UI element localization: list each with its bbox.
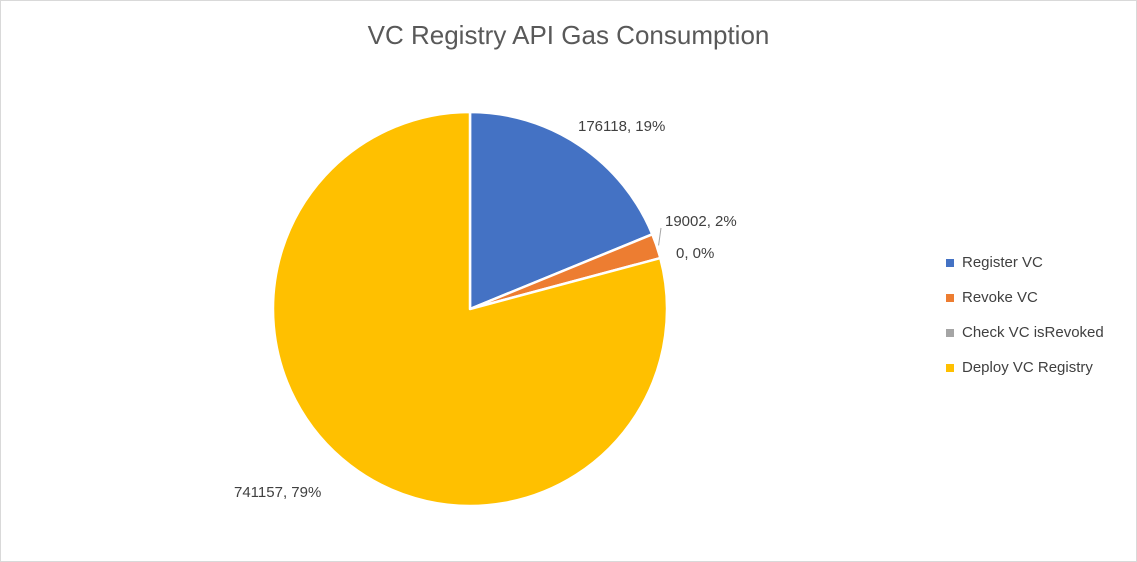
data-label-check-vc-isrevoked: 0, 0% bbox=[676, 245, 714, 262]
leader-line-revoke-vc bbox=[658, 227, 662, 246]
legend-swatch bbox=[946, 328, 954, 337]
pie-slice-deploy-vc-registry bbox=[271, 110, 669, 508]
legend-item-revoke-vc: Revoke VC bbox=[946, 280, 1104, 315]
legend-item-check-vc-isrevoked: Check VC isRevoked bbox=[946, 315, 1104, 350]
data-label-deploy-vc-registry: 741157, 79% bbox=[234, 484, 321, 501]
legend-item-deploy-vc-registry: Deploy VC Registry bbox=[946, 350, 1104, 385]
data-label-register-vc: 176118, 19% bbox=[578, 118, 665, 135]
pie-slice-register-vc bbox=[468, 110, 654, 311]
legend-label: Deploy VC Registry bbox=[962, 359, 1093, 376]
legend-label: Check VC isRevoked bbox=[962, 324, 1104, 341]
chart-title: VC Registry API Gas Consumption bbox=[367, 20, 770, 50]
legend-label: Register VC bbox=[962, 254, 1043, 271]
data-label-revoke-vc: 19002, 2% bbox=[665, 213, 737, 230]
legend-swatch bbox=[946, 363, 954, 372]
legend-label: Revoke VC bbox=[962, 289, 1038, 306]
legend-swatch bbox=[946, 258, 954, 267]
legend-swatch bbox=[946, 293, 954, 302]
chart-legend: Register VC Revoke VC Check VC isRevoked… bbox=[946, 245, 1104, 385]
legend-item-register-vc: Register VC bbox=[946, 245, 1104, 280]
